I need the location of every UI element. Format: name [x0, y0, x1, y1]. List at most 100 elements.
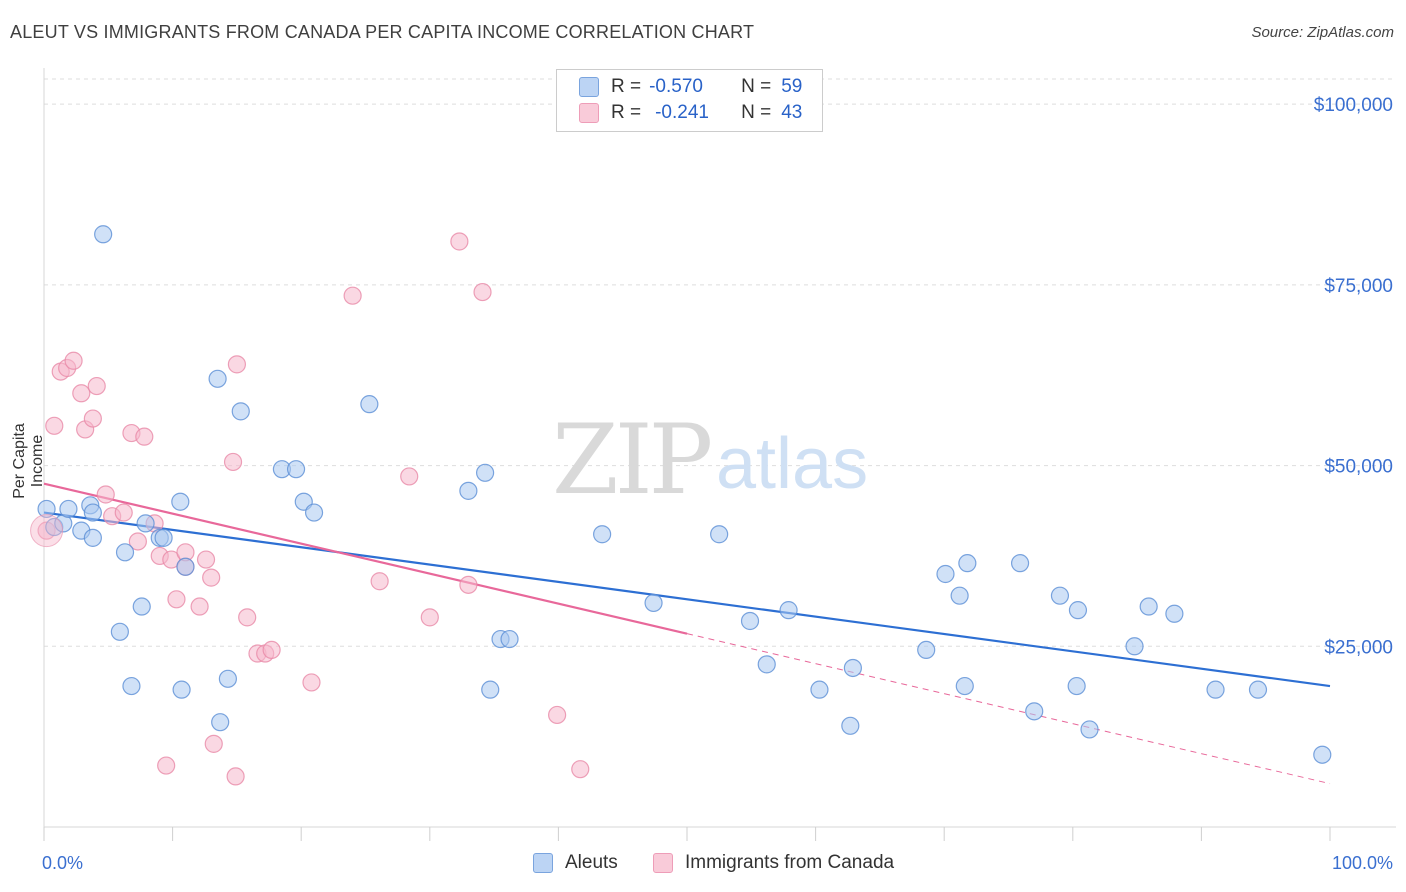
canada-point [196, 550, 216, 569]
canada-trendline [43, 482, 688, 635]
aleuts-point [1313, 745, 1332, 764]
legend-n-value: 59 [781, 76, 803, 97]
canada-point [167, 590, 186, 609]
canada-point [459, 575, 478, 594]
canada-point [83, 409, 102, 428]
aleuts-point [917, 640, 936, 660]
y-tick-labels: $25,000 $50,000 $75,000 $100,000 [1314, 95, 1393, 658]
y-tick-label: $100,000 [1314, 95, 1393, 116]
aleuts-point [172, 680, 191, 699]
canada-point [72, 384, 91, 403]
aleuts-point [810, 680, 829, 699]
source-label: Source: ZipAtlas.com [1251, 24, 1394, 41]
aleuts-point [1068, 601, 1088, 620]
aleuts-point [950, 586, 969, 605]
canada-point [420, 608, 439, 627]
aleuts-point [59, 499, 78, 519]
watermark: ZIP atlas [552, 404, 868, 516]
aleuts-point [644, 593, 663, 613]
x-tick-label-max: 100.0% [1332, 853, 1393, 873]
canada-point [450, 232, 469, 251]
aleuts-point [958, 554, 977, 573]
canada-point [370, 572, 389, 591]
aleuts-point [740, 611, 760, 631]
legend-r-value: -0.570 [649, 76, 703, 97]
aleuts-point [115, 543, 135, 562]
canada-point [343, 286, 362, 305]
aleuts-point [1050, 586, 1070, 605]
canada-point [202, 568, 221, 587]
y-tick-label: $75,000 [1324, 276, 1393, 297]
aleuts-point [122, 676, 141, 696]
aleuts-point [208, 369, 227, 388]
aleuts-point [83, 528, 102, 547]
aleuts-point [1139, 597, 1158, 616]
bottom-legend-aleuts: Aleuts [533, 852, 618, 874]
legend-r-label: R = [611, 76, 642, 97]
bottom-legend-label-aleuts: Aleuts [565, 852, 618, 873]
aleuts-point [1080, 720, 1099, 739]
legend-r-label: R = [611, 102, 642, 123]
aleuts-point [286, 460, 306, 479]
aleuts-point [481, 680, 500, 699]
legend-n-value: 43 [781, 102, 803, 123]
canada-point [400, 467, 419, 486]
aleuts-point [1125, 637, 1144, 656]
canada-point [262, 640, 281, 660]
aleuts-point [475, 463, 495, 482]
trendlines [43, 482, 1331, 785]
canada-point [157, 756, 176, 775]
aleuts-point [710, 525, 729, 544]
aleuts-point [955, 676, 974, 696]
correlation-legend: R = -0.570 N = 59 R = -0.241 N = 43 [556, 69, 823, 132]
canada-point [571, 760, 590, 779]
aleuts-point [1067, 676, 1086, 696]
watermark-atlas: atlas [716, 424, 868, 504]
canada-point [96, 485, 115, 504]
canada-point [64, 351, 83, 370]
axes [43, 68, 1396, 841]
canada-point [302, 673, 321, 692]
aleuts-point [136, 514, 155, 533]
canada-point [227, 355, 246, 374]
canada-point [238, 608, 257, 627]
aleuts-point [1025, 702, 1044, 721]
legend-n-label: N = [741, 76, 772, 97]
bottom-legend-canada: Immigrants from Canada [653, 852, 894, 874]
canada-point [190, 597, 209, 616]
aleuts-point [94, 225, 113, 244]
legend-swatch-aleuts [579, 77, 599, 97]
canada-point [226, 767, 245, 786]
aleuts-point [936, 564, 955, 584]
x-tick-label-min: 0.0% [42, 853, 83, 873]
aleuts-point [132, 597, 151, 616]
aleuts-point [1206, 680, 1225, 699]
aleuts-point [843, 658, 862, 678]
legend-row-canada: R = -0.241 N = 43 [579, 101, 802, 125]
y-axis-label: Per Capita Income [11, 423, 46, 499]
canada-trendline-extension [686, 633, 1331, 785]
grid-lines [44, 78, 1395, 647]
aleuts-point [176, 557, 195, 576]
canada-point [548, 705, 567, 725]
canada-point [87, 376, 106, 396]
aleuts-point [110, 622, 129, 641]
legend-r-value: -0.241 [655, 102, 709, 123]
aleuts-point [593, 525, 612, 544]
canada-point [135, 427, 154, 446]
canada-point [223, 452, 243, 472]
canada-point [204, 734, 223, 753]
aleuts-point [841, 716, 860, 735]
aleuts-point [1248, 680, 1268, 699]
y-tick-label: $25,000 [1324, 637, 1393, 658]
aleuts-point [459, 481, 478, 500]
x-tick-labels: 0.0% 100.0% [42, 853, 1393, 873]
aleuts-point [83, 503, 102, 522]
aleuts-point [171, 492, 190, 511]
aleuts-point [211, 713, 230, 732]
aleuts-point [1010, 554, 1030, 573]
aleuts-point [360, 395, 379, 414]
legend-swatch-canada [579, 103, 599, 123]
canada-point [162, 550, 181, 569]
